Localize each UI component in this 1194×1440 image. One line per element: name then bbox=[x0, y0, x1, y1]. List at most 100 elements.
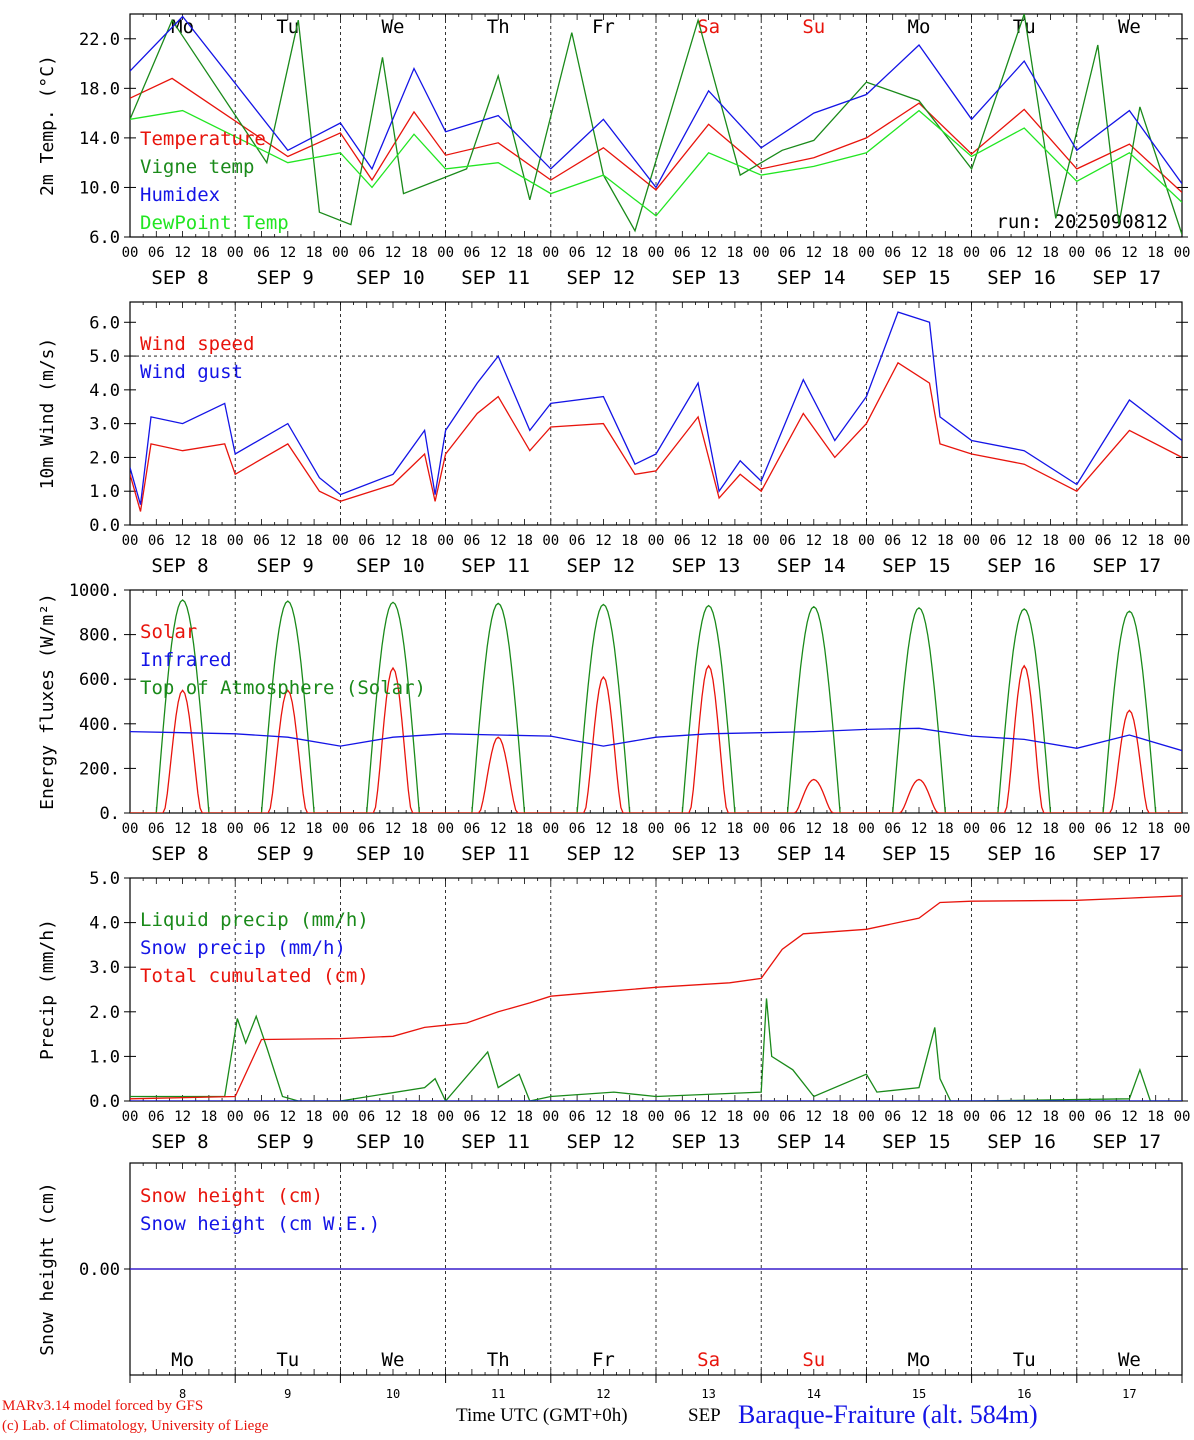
date-label: SEP 15 bbox=[882, 843, 951, 865]
hour-tick-label: 12 bbox=[1121, 245, 1138, 261]
hour-tick-label: 06 bbox=[463, 533, 480, 549]
hour-tick-label: 18 bbox=[621, 821, 638, 837]
weekday-label: Tu bbox=[1013, 16, 1036, 38]
date-label: SEP 16 bbox=[987, 843, 1056, 865]
hour-tick-label: 00 bbox=[542, 1109, 559, 1125]
hour-tick-label: 00 bbox=[963, 821, 980, 837]
date-label: SEP 9 bbox=[257, 843, 314, 865]
hour-tick-label: 12 bbox=[911, 245, 928, 261]
hour-tick-label: 06 bbox=[358, 533, 375, 549]
hour-tick-label: 18 bbox=[200, 821, 217, 837]
hour-tick-label: 12 bbox=[279, 533, 296, 549]
y-tick-label: 4.0 bbox=[89, 914, 120, 934]
hour-tick-label: 00 bbox=[332, 533, 349, 549]
hour-tick-label: 18 bbox=[200, 1109, 217, 1125]
hour-tick-label: 00 bbox=[437, 533, 454, 549]
series-line-temperature bbox=[130, 77, 1182, 193]
hour-tick-label: 00 bbox=[1174, 245, 1191, 261]
y-tick-label: 3.0 bbox=[89, 958, 120, 978]
date-label: SEP 16 bbox=[987, 555, 1056, 577]
model-credit-line2: (c) Lab. of Climatology, University of L… bbox=[2, 1418, 269, 1434]
y-tick-label: 0. bbox=[100, 804, 120, 824]
y-tick-label: 14.0 bbox=[79, 129, 120, 149]
weekday-label-bottom: Th bbox=[487, 1349, 510, 1371]
date-label: SEP 8 bbox=[151, 843, 208, 865]
hour-tick-label: 12 bbox=[279, 821, 296, 837]
hour-tick-label: 00 bbox=[1174, 821, 1191, 837]
hour-tick-label: 18 bbox=[306, 533, 323, 549]
date-label: SEP 13 bbox=[672, 843, 741, 865]
panel-frame bbox=[129, 301, 1183, 526]
date-label: SEP 17 bbox=[1092, 1131, 1161, 1153]
hour-tick-label: 18 bbox=[200, 533, 217, 549]
date-label: SEP 8 bbox=[151, 267, 208, 289]
day-number-label: 16 bbox=[1017, 1387, 1031, 1401]
hour-tick-label: 00 bbox=[1068, 245, 1085, 261]
legend-entry: Temperature bbox=[140, 128, 266, 150]
hour-tick-label: 00 bbox=[648, 1109, 665, 1125]
hour-tick-label: 12 bbox=[911, 821, 928, 837]
panel-3: 0. 200. 400. 600. 800. 1000. Energy fluxes (W/… bbox=[37, 581, 1190, 865]
hour-tick-label: 12 bbox=[805, 245, 822, 261]
hour-tick-label: 12 bbox=[700, 533, 717, 549]
date-label: SEP 10 bbox=[356, 555, 425, 577]
date-label: SEP 15 bbox=[882, 1131, 951, 1153]
date-label: SEP 15 bbox=[882, 555, 951, 577]
hour-tick-label: 18 bbox=[306, 821, 323, 837]
series-group bbox=[130, 895, 1182, 1101]
weekday-label-bottom: Mo bbox=[908, 1349, 931, 1371]
hour-tick-label: 00 bbox=[227, 821, 244, 837]
series-line-humidex bbox=[130, 15, 1182, 189]
hour-tick-label: 12 bbox=[700, 245, 717, 261]
day-number-label: 11 bbox=[491, 1387, 505, 1401]
hour-tick-label: 06 bbox=[569, 1109, 586, 1125]
weekday-label-bottom: We bbox=[1118, 1349, 1141, 1371]
hour-tick-label: 06 bbox=[148, 1109, 165, 1125]
series-line-wind-gust bbox=[130, 311, 1182, 505]
date-label: SEP 10 bbox=[356, 267, 425, 289]
hour-tick-label: 12 bbox=[279, 245, 296, 261]
hour-tick-label: 12 bbox=[911, 1109, 928, 1125]
date-label: SEP 14 bbox=[777, 1131, 846, 1153]
hour-tick-label: 18 bbox=[516, 821, 533, 837]
day-number-label: 14 bbox=[807, 1387, 821, 1401]
hour-tick-label: 00 bbox=[753, 533, 770, 549]
hour-tick-label: 06 bbox=[884, 245, 901, 261]
hour-tick-label: 18 bbox=[516, 1109, 533, 1125]
y-tick-label: 0.00 bbox=[79, 1260, 120, 1280]
date-label: SEP 12 bbox=[566, 1131, 635, 1153]
series-group bbox=[130, 311, 1182, 512]
hour-tick-label: 18 bbox=[832, 245, 849, 261]
weekday-label: We bbox=[382, 16, 405, 38]
y-tick-label: 2.0 bbox=[89, 1003, 120, 1023]
hour-tick-label: 00 bbox=[648, 821, 665, 837]
hour-tick-label: 00 bbox=[122, 821, 139, 837]
date-label: SEP 17 bbox=[1092, 843, 1161, 865]
hour-tick-label: 12 bbox=[700, 821, 717, 837]
panel-5: 0.00 Snow height (cm) Snow height (cm) Snow… bbox=[37, 1162, 1188, 1376]
hour-tick-label: 06 bbox=[779, 245, 796, 261]
day-number-label: 8 bbox=[179, 1387, 186, 1401]
hour-tick-label: 00 bbox=[753, 821, 770, 837]
legend-entry: Infrared bbox=[140, 649, 232, 671]
y-axis-label: Precip (mm/h) bbox=[37, 919, 58, 1060]
hour-tick-label: 12 bbox=[385, 821, 402, 837]
hour-tick-label: 06 bbox=[674, 245, 691, 261]
hour-tick-label: 00 bbox=[332, 821, 349, 837]
hour-tick-label: 00 bbox=[437, 1109, 454, 1125]
hour-tick-label: 18 bbox=[1147, 245, 1164, 261]
date-label: SEP 10 bbox=[356, 843, 425, 865]
date-label: SEP 13 bbox=[672, 555, 741, 577]
panel-2: 0.0 1.0 2.0 3.0 4.0 5.0 6.0 10m Wind (m/s) 00 06 1… bbox=[37, 301, 1190, 577]
weekday-label-bottom: Tu bbox=[1013, 1349, 1036, 1371]
series-group bbox=[130, 599, 1182, 813]
infrared-line bbox=[130, 727, 1182, 752]
y-tick-label: 1.0 bbox=[89, 1047, 120, 1067]
hour-tick-label: 12 bbox=[1121, 1109, 1138, 1125]
hour-tick-label: 18 bbox=[1042, 533, 1059, 549]
hour-tick-label: 18 bbox=[726, 1109, 743, 1125]
hour-tick-label: 06 bbox=[884, 533, 901, 549]
legend-entry: Top of Atmosphere (Solar) bbox=[140, 677, 426, 699]
date-label: SEP 14 bbox=[777, 555, 846, 577]
hour-tick-label: 06 bbox=[148, 821, 165, 837]
